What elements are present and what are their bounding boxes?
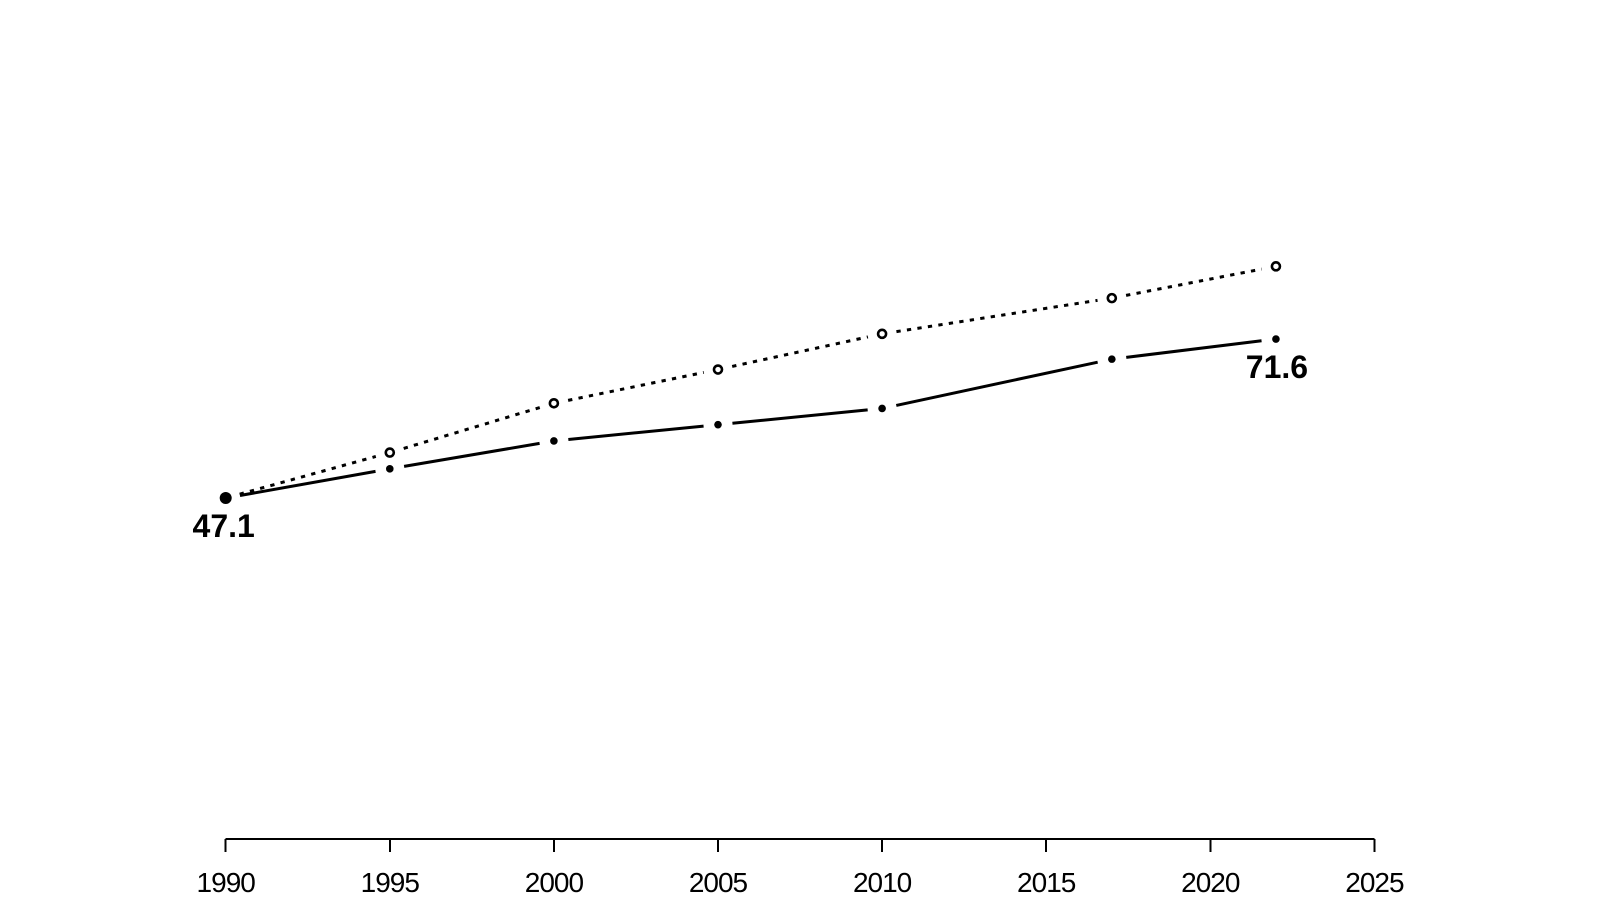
solid-series-segment — [895, 360, 1098, 407]
dotted-series-segment — [731, 335, 869, 368]
solid-series-segment — [1126, 339, 1262, 359]
dotted-open-circle-series — [220, 261, 1282, 504]
solid-filled-point-series — [219, 335, 1280, 505]
x-axis-tick-label: 2005 — [689, 867, 748, 898]
filled-circle-marker — [550, 437, 558, 445]
dotted-series-segment — [896, 298, 1098, 334]
solid-series-segment — [732, 408, 868, 425]
open-circle-marker — [548, 397, 560, 409]
x-axis-tick-label: 2010 — [853, 867, 912, 898]
open-circle-marker — [1106, 292, 1118, 304]
open-circle-marker — [876, 328, 888, 340]
solid-series-segment — [239, 469, 376, 497]
filled-circle-marker — [1272, 335, 1280, 343]
x-axis-tick-label: 1990 — [197, 867, 256, 898]
solid-series-segment — [568, 424, 704, 441]
filled-circle-marker — [1108, 355, 1116, 363]
x-axis-tick-label: 2020 — [1181, 867, 1240, 898]
filled-circle-marker — [386, 465, 394, 473]
dotted-series-segment — [567, 370, 705, 402]
start-value-label: 47.1 — [193, 508, 255, 544]
x-axis — [224, 838, 1376, 852]
open-circle-marker — [1270, 261, 1282, 272]
filled-circle-marker — [878, 404, 886, 413]
dotted-series-segment — [239, 455, 377, 496]
dotted-series-segment — [403, 406, 541, 450]
dotted-series-segment — [1125, 267, 1262, 297]
filled-circle-marker — [714, 420, 722, 429]
open-circle-marker — [712, 364, 724, 375]
x-axis-tick-label: 2000 — [525, 867, 584, 898]
open-circle-marker — [384, 447, 396, 458]
x-axis-tick-label: 1995 — [361, 867, 420, 898]
x-axis-tick-label: 2015 — [1017, 867, 1076, 898]
x-axis-tick-label: 2025 — [1345, 867, 1404, 898]
solid-series-segment — [403, 441, 540, 468]
filled-circle-marker — [219, 492, 232, 505]
end-value-label: 71.6 — [1246, 349, 1308, 385]
